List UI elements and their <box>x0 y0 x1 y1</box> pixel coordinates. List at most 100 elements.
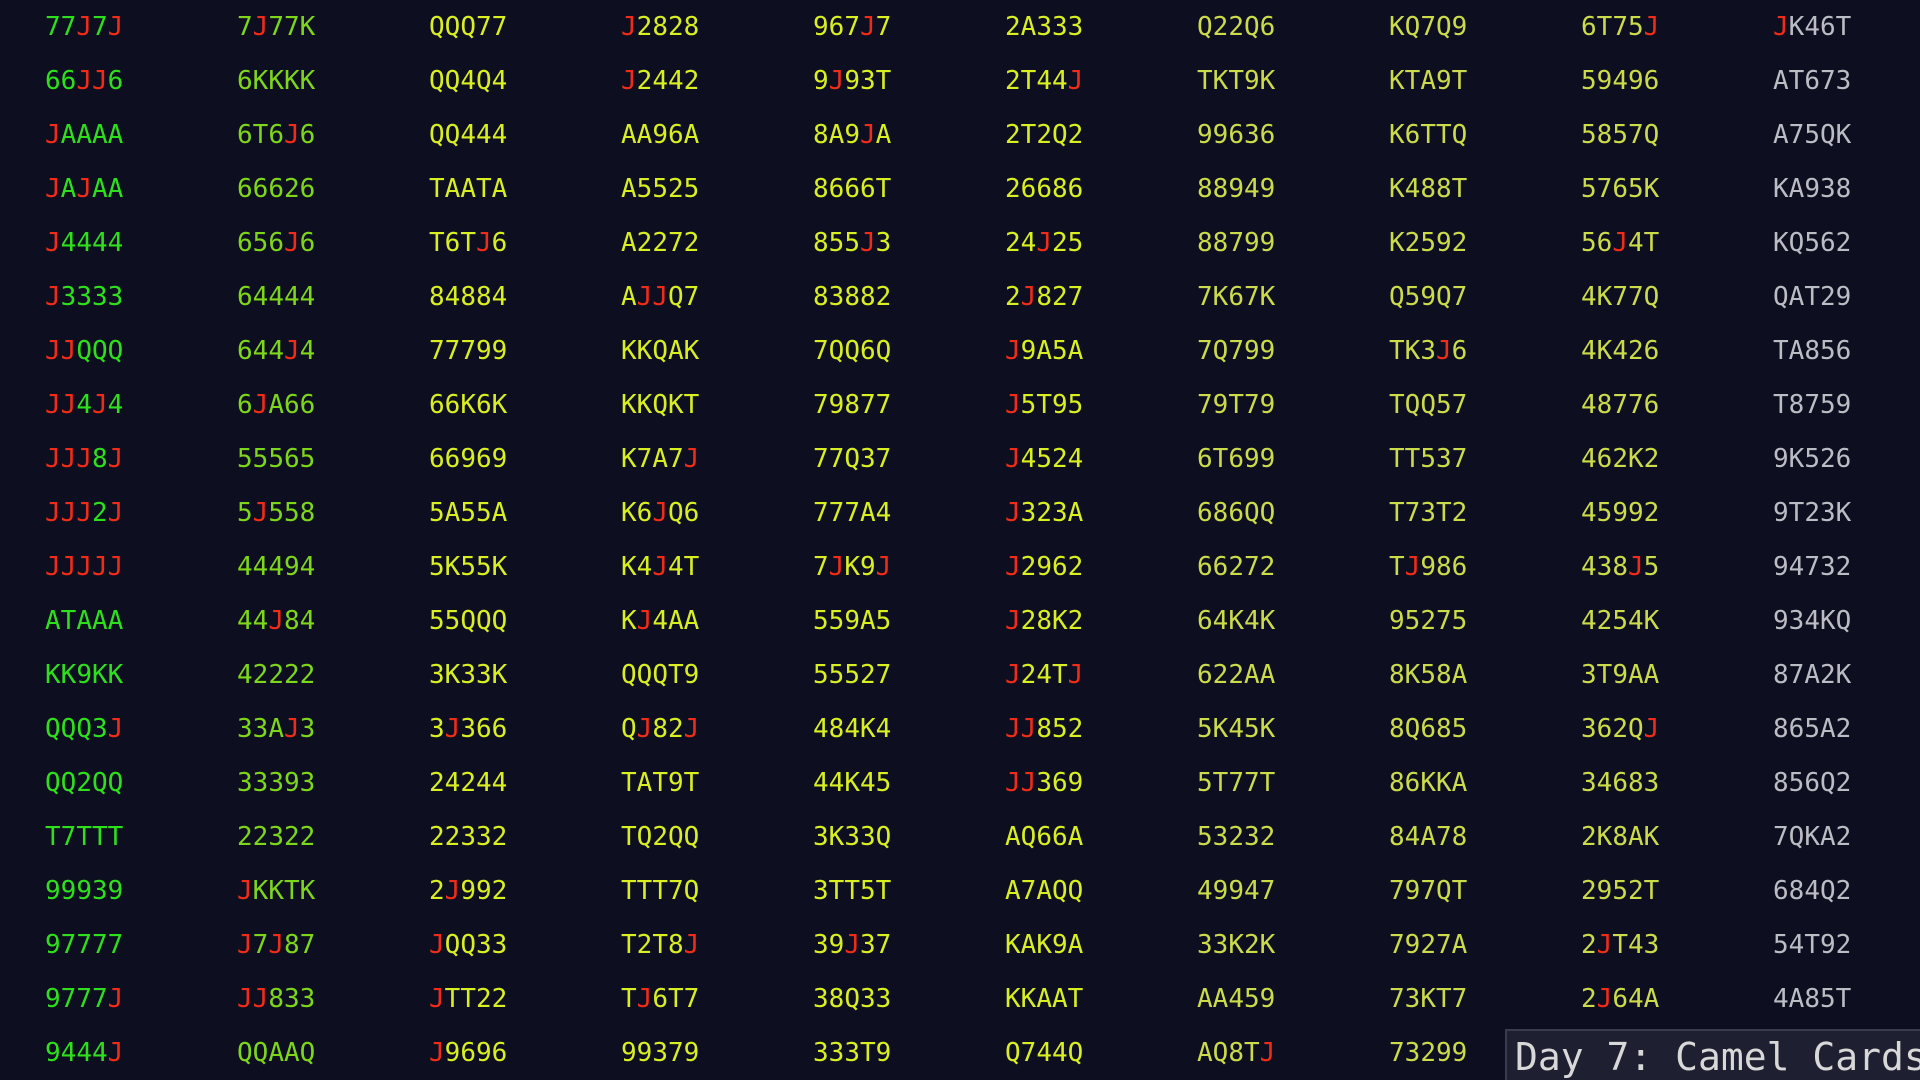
card-char: 7 <box>1451 984 1468 1014</box>
card-char: J <box>859 120 876 150</box>
card-char: 5 <box>1067 390 1084 420</box>
card-char: 7 <box>237 12 253 42</box>
card-char: 4 <box>1788 552 1805 582</box>
card-char: 8 <box>844 282 860 312</box>
card-char: 6 <box>429 390 445 420</box>
card-char: 4 <box>1788 930 1805 960</box>
card-char: 8 <box>283 930 300 960</box>
card-char: T <box>460 984 476 1014</box>
card-char: 5 <box>1420 228 1436 258</box>
card-char: J <box>828 552 845 582</box>
hand-cell: 9444J <box>45 1026 237 1080</box>
hand-cell: AA96A <box>621 108 813 162</box>
card-char: 6 <box>299 120 316 150</box>
card-char: 5 <box>444 606 461 636</box>
card-char: T <box>1051 660 1068 690</box>
card-char: 7 <box>1389 876 1405 906</box>
card-char: J <box>475 228 492 258</box>
card-char: 6 <box>1596 228 1613 258</box>
card-char: 2 <box>268 660 284 690</box>
card-char: J <box>636 282 653 312</box>
card-char: 2 <box>1005 228 1021 258</box>
card-char: T <box>1020 120 1037 150</box>
hand-cell: 2J64A <box>1581 972 1773 1026</box>
card-char: A <box>1020 12 1037 42</box>
hand-cell: QQQT9 <box>621 648 813 702</box>
card-char: A <box>1627 822 1644 852</box>
card-char: J <box>1404 552 1421 582</box>
card-char: J <box>60 390 77 420</box>
card-char: 5 <box>475 498 492 528</box>
card-char: 6 <box>237 336 253 366</box>
card-char: 3 <box>844 1038 860 1068</box>
hand-cell: JJ4J4 <box>45 378 237 432</box>
card-char: J <box>76 444 92 474</box>
card-char: Q <box>60 768 77 798</box>
hand-cell: 656J6 <box>237 216 429 270</box>
hand-cell: 686QQ <box>1197 486 1389 540</box>
hand-cell: 644J4 <box>237 324 429 378</box>
card-char: 9 <box>1404 930 1421 960</box>
card-char: 5 <box>1804 444 1820 474</box>
card-char: 3 <box>1067 12 1084 42</box>
card-char: 9 <box>1596 876 1613 906</box>
card-char: 2 <box>875 282 892 312</box>
card-char: A <box>1067 336 1084 366</box>
hand-cell: 33K2K <box>1197 918 1389 972</box>
card-char: 6 <box>1020 174 1037 204</box>
card-char: A <box>667 606 684 636</box>
card-char: 6 <box>299 228 316 258</box>
hand-cell: J2442 <box>621 54 813 108</box>
hand-cell: 6T75J <box>1581 0 1773 54</box>
card-char: T <box>859 1038 876 1068</box>
card-char: K <box>45 660 61 690</box>
card-char: Q <box>1020 822 1037 852</box>
card-char: A <box>107 174 124 204</box>
card-char: T <box>1773 390 1789 420</box>
card-char: 6 <box>1051 552 1068 582</box>
card-char: 7 <box>636 444 653 474</box>
card-char: A <box>1643 660 1660 690</box>
card-char: J <box>621 66 637 96</box>
hand-cell: 99379 <box>621 1026 813 1080</box>
card-char: 9 <box>1773 444 1789 474</box>
card-char: 4 <box>444 768 461 798</box>
card-char: 9 <box>1259 174 1276 204</box>
card-char: 6 <box>299 390 316 420</box>
card-char: T <box>621 930 637 960</box>
card-char: 7 <box>875 444 892 474</box>
hand-cell: K2592 <box>1389 216 1581 270</box>
card-char: T <box>652 876 668 906</box>
hand-cell: KKAAT <box>1005 972 1197 1026</box>
hand-cell: 77Q37 <box>813 432 1005 486</box>
card-char: 8 <box>1435 714 1452 744</box>
card-char: 2 <box>667 12 684 42</box>
card-char: J <box>652 552 668 582</box>
card-char: 2 <box>283 822 300 852</box>
card-char: Q <box>1819 768 1836 798</box>
card-char: 2 <box>1005 120 1021 150</box>
card-char: 7 <box>1389 930 1405 960</box>
card-char: 6 <box>1228 282 1244 312</box>
card-char: 9 <box>1259 984 1276 1014</box>
card-char: K <box>299 876 316 906</box>
card-char: 9 <box>1835 282 1852 312</box>
card-char: 2 <box>1243 930 1260 960</box>
card-char: 6 <box>268 174 284 204</box>
hand-cell: JJ852 <box>1005 702 1197 756</box>
card-char: 8 <box>1435 174 1452 204</box>
card-char: 4 <box>252 282 269 312</box>
hand-cell: J24TJ <box>1005 648 1197 702</box>
hand-cell: 559A5 <box>813 594 1005 648</box>
card-char: 8 <box>1596 120 1613 150</box>
card-char: 8 <box>828 984 845 1014</box>
card-char: Q <box>875 822 892 852</box>
card-char: Q <box>1451 120 1468 150</box>
card-char: 4 <box>1197 876 1213 906</box>
card-char: 5 <box>1773 930 1789 960</box>
card-char: A <box>1788 336 1805 366</box>
card-char: 7 <box>813 498 829 528</box>
hand-cell: 45992 <box>1581 486 1773 540</box>
card-char: T <box>621 984 637 1014</box>
